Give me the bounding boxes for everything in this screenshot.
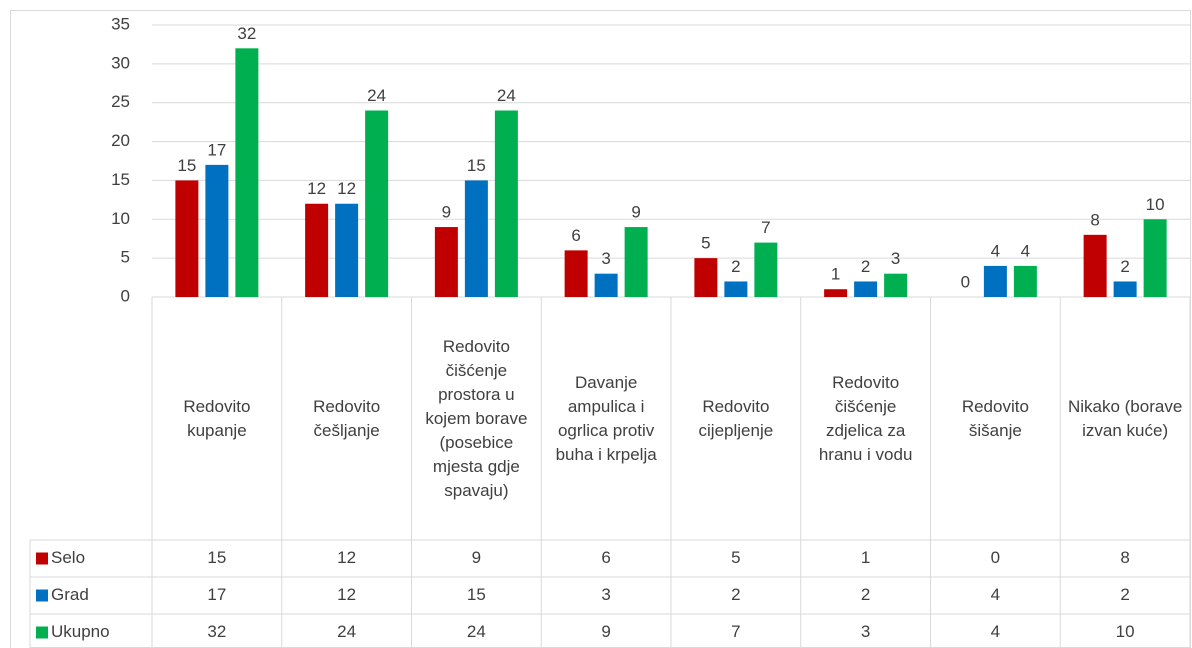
table-value: 8 <box>1120 548 1129 567</box>
data-label: 6 <box>571 226 580 245</box>
category-label: Redovito kupanje <box>183 396 251 440</box>
table-value: 0 <box>991 548 1000 567</box>
legend-swatch <box>36 626 48 639</box>
bar <box>724 281 748 297</box>
table-value: 10 <box>1116 622 1135 641</box>
data-label: 17 <box>207 140 226 159</box>
data-label: 5 <box>701 234 710 253</box>
bar <box>365 110 389 297</box>
bar <box>754 242 778 297</box>
bar <box>824 289 848 297</box>
data-label: 1 <box>831 265 840 284</box>
bar <box>624 227 648 297</box>
bar <box>205 164 229 297</box>
bar <box>1013 265 1037 297</box>
bar <box>335 203 359 297</box>
table-value: 6 <box>601 548 610 567</box>
data-label: 15 <box>467 156 486 175</box>
y-tick-label: 30 <box>111 53 130 72</box>
data-label: 12 <box>337 179 356 198</box>
y-tick-label: 10 <box>111 209 130 228</box>
category-label: Redovito češljanje <box>313 396 381 440</box>
bar <box>884 273 908 297</box>
table-value: 9 <box>472 548 481 567</box>
bar <box>1083 234 1107 297</box>
table-value: 1 <box>861 548 870 567</box>
table-value: 24 <box>467 622 486 641</box>
data-label: 7 <box>761 218 770 237</box>
legend-swatch <box>36 552 48 565</box>
data-label: 9 <box>631 203 640 222</box>
table-value: 12 <box>337 548 356 567</box>
data-label: 32 <box>237 24 256 43</box>
data-label: 4 <box>991 241 1000 260</box>
data-label: 15 <box>177 156 196 175</box>
bar <box>854 281 878 297</box>
bar <box>1143 219 1167 297</box>
data-label: 2 <box>731 257 740 276</box>
category-label: Nikako (borave izvan kuće) <box>1067 396 1183 440</box>
table-value: 2 <box>731 585 740 604</box>
y-tick-label: 35 <box>111 14 130 33</box>
data-label: 24 <box>367 86 386 105</box>
bar <box>434 227 458 297</box>
bar <box>494 110 518 297</box>
table-value: 15 <box>467 585 486 604</box>
data-label: 12 <box>307 179 326 198</box>
data-label: 2 <box>861 257 870 276</box>
y-tick-label: 5 <box>121 248 130 267</box>
bar <box>564 250 588 297</box>
table-value: 15 <box>207 548 226 567</box>
legend-label: Grad <box>51 585 89 604</box>
legend-label: Selo <box>51 548 85 567</box>
category-label: Redovito šišanje <box>961 396 1029 440</box>
legend-label: Ukupno <box>51 622 110 641</box>
data-label: 0 <box>961 272 970 291</box>
category-label: Redovito čišćenje zdjelica za hranu i vo… <box>818 372 913 464</box>
y-tick-label: 0 <box>121 286 130 305</box>
table-value: 4 <box>991 585 1000 604</box>
y-tick-label: 15 <box>111 170 130 189</box>
category-label: Redovito čišćenje prostora u kojem borav… <box>425 336 528 500</box>
table-value: 3 <box>861 622 870 641</box>
bar <box>694 258 718 297</box>
data-label: 8 <box>1090 210 1099 229</box>
data-label: 10 <box>1146 195 1165 214</box>
bar <box>175 180 199 297</box>
data-label: 2 <box>1120 257 1129 276</box>
bar <box>594 273 618 297</box>
bar <box>464 180 488 297</box>
table-value: 4 <box>991 622 1000 641</box>
data-label: 24 <box>497 86 516 105</box>
table-value: 2 <box>861 585 870 604</box>
y-tick-label: 20 <box>111 131 130 150</box>
table-value: 9 <box>601 622 610 641</box>
category-label: Davanje ampulica i ogrlica protiv buha i… <box>555 372 657 464</box>
table-value: 32 <box>207 622 226 641</box>
bar <box>1113 281 1137 297</box>
legend-swatch <box>36 589 48 602</box>
table-value: 12 <box>337 585 356 604</box>
data-label: 3 <box>891 249 900 268</box>
table-value: 17 <box>207 585 226 604</box>
table-value: 3 <box>601 585 610 604</box>
bar <box>305 203 329 297</box>
data-label: 4 <box>1021 241 1030 260</box>
y-tick-label: 25 <box>111 92 130 111</box>
data-label: 3 <box>601 249 610 268</box>
table-value: 2 <box>1120 585 1129 604</box>
bar <box>983 265 1007 297</box>
table-value: 5 <box>731 548 740 567</box>
category-label: Redovito cijepljenje <box>698 396 774 440</box>
table-value: 7 <box>731 622 740 641</box>
table-value: 24 <box>337 622 356 641</box>
bar <box>235 48 259 297</box>
data-label: 9 <box>442 203 451 222</box>
